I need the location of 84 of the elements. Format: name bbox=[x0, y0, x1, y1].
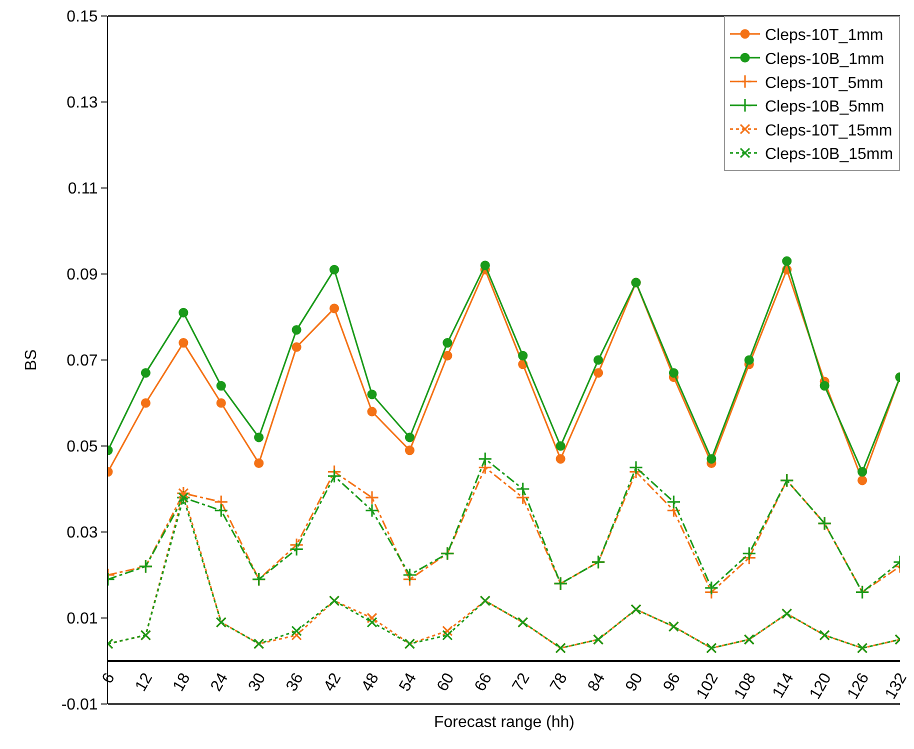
y-tick-label: 0.03 bbox=[66, 524, 98, 542]
point bbox=[442, 338, 452, 348]
y-tick-label: -0.01 bbox=[61, 696, 98, 714]
point bbox=[857, 467, 868, 477]
point bbox=[593, 368, 604, 378]
y-tick-label: 0.11 bbox=[68, 180, 98, 198]
point bbox=[442, 350, 452, 360]
x-tick-label: 102 bbox=[694, 670, 722, 702]
legend-label: Cleps-10B_1mm bbox=[765, 50, 884, 68]
point bbox=[704, 580, 719, 595]
point bbox=[706, 454, 716, 464]
y-axis-title: BS bbox=[23, 349, 40, 371]
legend-label: Cleps-10B_5mm bbox=[765, 98, 884, 116]
point bbox=[404, 446, 415, 456]
legend-label: Cleps-10T_15mm bbox=[765, 122, 892, 140]
point bbox=[820, 381, 830, 391]
x-tick-label: 96 bbox=[660, 670, 684, 694]
point bbox=[666, 494, 681, 509]
point bbox=[254, 432, 264, 442]
point bbox=[289, 542, 304, 556]
point bbox=[216, 381, 226, 391]
point bbox=[442, 626, 453, 636]
x-tick-label: 18 bbox=[170, 670, 194, 694]
point bbox=[367, 390, 377, 400]
x-tick-label: 60 bbox=[434, 670, 458, 694]
x-tick-label: 24 bbox=[208, 670, 232, 694]
x-tick-label: 48 bbox=[358, 670, 382, 694]
point bbox=[327, 469, 342, 484]
x-tick-label: 90 bbox=[622, 670, 646, 694]
point bbox=[214, 503, 228, 518]
x-tick-label: 54 bbox=[396, 670, 420, 694]
y-tick-label: 0.05 bbox=[66, 438, 98, 456]
x-tick-label: 114 bbox=[770, 670, 798, 702]
point bbox=[329, 264, 340, 274]
point bbox=[628, 460, 644, 475]
point bbox=[404, 432, 415, 442]
y-tick-label: 0.07 bbox=[66, 352, 98, 370]
point bbox=[364, 490, 380, 505]
point bbox=[402, 568, 417, 582]
point bbox=[516, 482, 530, 496]
x-tick-label: 78 bbox=[547, 670, 572, 694]
point bbox=[329, 304, 340, 314]
point bbox=[478, 452, 492, 466]
point bbox=[556, 454, 566, 464]
point bbox=[291, 630, 302, 640]
point bbox=[744, 355, 754, 365]
point bbox=[668, 368, 679, 378]
x-tick-label: 132 bbox=[882, 670, 910, 702]
point bbox=[178, 338, 188, 348]
x-tick-label: 66 bbox=[472, 670, 496, 694]
x-tick-label: 36 bbox=[283, 670, 308, 694]
x-tick-label: 120 bbox=[806, 670, 836, 702]
y-tick-label: 0.01 bbox=[66, 610, 98, 628]
point bbox=[364, 503, 380, 518]
point bbox=[556, 441, 566, 451]
point bbox=[216, 398, 226, 408]
y-tick-label: 0.09 bbox=[66, 266, 98, 284]
x-tick-label: 12 bbox=[132, 670, 156, 694]
point bbox=[292, 342, 302, 352]
x-tick-label: 108 bbox=[731, 670, 760, 702]
point bbox=[782, 256, 792, 266]
point bbox=[140, 398, 151, 408]
legend-label: Cleps-10T_5mm bbox=[765, 74, 884, 92]
y-tick-label: 0.15 bbox=[66, 8, 98, 26]
point bbox=[367, 406, 377, 416]
point bbox=[857, 476, 868, 486]
x-tick-label: 126 bbox=[844, 670, 873, 702]
x-tick-label: 42 bbox=[321, 670, 345, 694]
point bbox=[140, 368, 151, 378]
x-tick-label: 84 bbox=[585, 670, 609, 694]
point bbox=[366, 612, 378, 624]
y-tick-label: 0.13 bbox=[66, 94, 98, 112]
legend-label: Cleps-10B_15mm bbox=[765, 146, 894, 164]
point bbox=[480, 260, 490, 270]
x-tick-label: 72 bbox=[510, 670, 534, 694]
point bbox=[518, 350, 528, 360]
x-axis-title: Forecast range (hh) bbox=[434, 714, 575, 731]
legend-label: Cleps-10T_1mm bbox=[765, 27, 884, 44]
x-tick-label: 30 bbox=[246, 670, 270, 694]
point bbox=[292, 325, 302, 335]
point bbox=[178, 308, 188, 318]
point bbox=[593, 355, 604, 365]
point bbox=[254, 458, 264, 468]
point bbox=[742, 546, 756, 561]
